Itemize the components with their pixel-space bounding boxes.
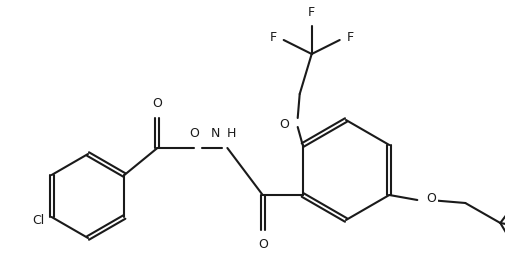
- Text: O: O: [278, 117, 288, 131]
- Text: F: F: [308, 6, 315, 19]
- Text: H: H: [226, 127, 235, 140]
- Text: O: O: [152, 97, 162, 110]
- Text: O: O: [425, 191, 435, 205]
- Text: F: F: [346, 30, 353, 44]
- Text: O: O: [257, 238, 267, 251]
- Text: O: O: [189, 127, 199, 140]
- Text: F: F: [269, 30, 276, 44]
- Text: N: N: [211, 127, 220, 140]
- Text: Cl: Cl: [32, 214, 44, 228]
